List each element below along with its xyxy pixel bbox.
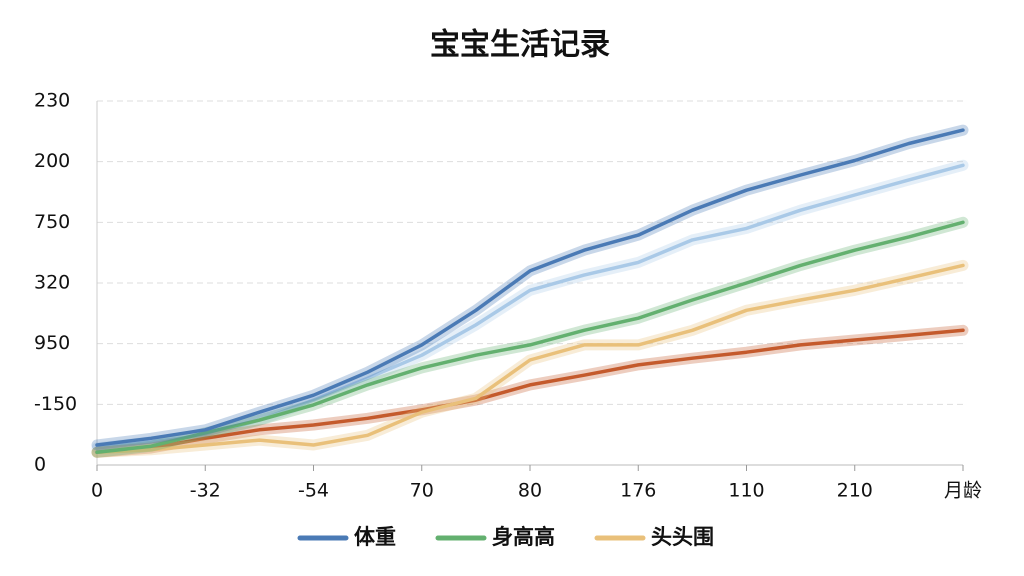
series-line: [95, 263, 965, 455]
y-tick-label: 320: [34, 272, 70, 294]
series-band: [91, 159, 969, 454]
x-tick-label: 0: [91, 480, 103, 502]
y-tick-label: 950: [34, 332, 70, 354]
y-tick-label: 230: [34, 90, 70, 112]
y-tick-label: -150: [34, 393, 77, 415]
series-line: [95, 328, 965, 455]
x-tick-label: 80: [518, 480, 542, 502]
x-tick-label: 70: [410, 480, 434, 502]
y-tick-label: 750: [34, 211, 70, 233]
series-line: [95, 128, 965, 447]
y-tick-label: 0: [34, 454, 46, 476]
x-tick-label: 210: [837, 480, 873, 502]
y-tick-label: 200: [34, 150, 70, 172]
chart-title: 宝宝生活记录: [430, 28, 610, 63]
series-line: [95, 220, 965, 455]
x-tick-label: 176: [620, 480, 656, 502]
x-tick-label: -54: [298, 480, 329, 502]
legend-label: 头头围: [651, 525, 714, 549]
legend-label: 身高高: [492, 525, 555, 549]
x-tick-label: 月龄: [944, 480, 982, 502]
series-line: [95, 163, 965, 450]
x-tick-label: 110: [728, 480, 764, 502]
x-tick-label: -32: [190, 480, 221, 502]
legend-label: 体重: [354, 525, 396, 549]
